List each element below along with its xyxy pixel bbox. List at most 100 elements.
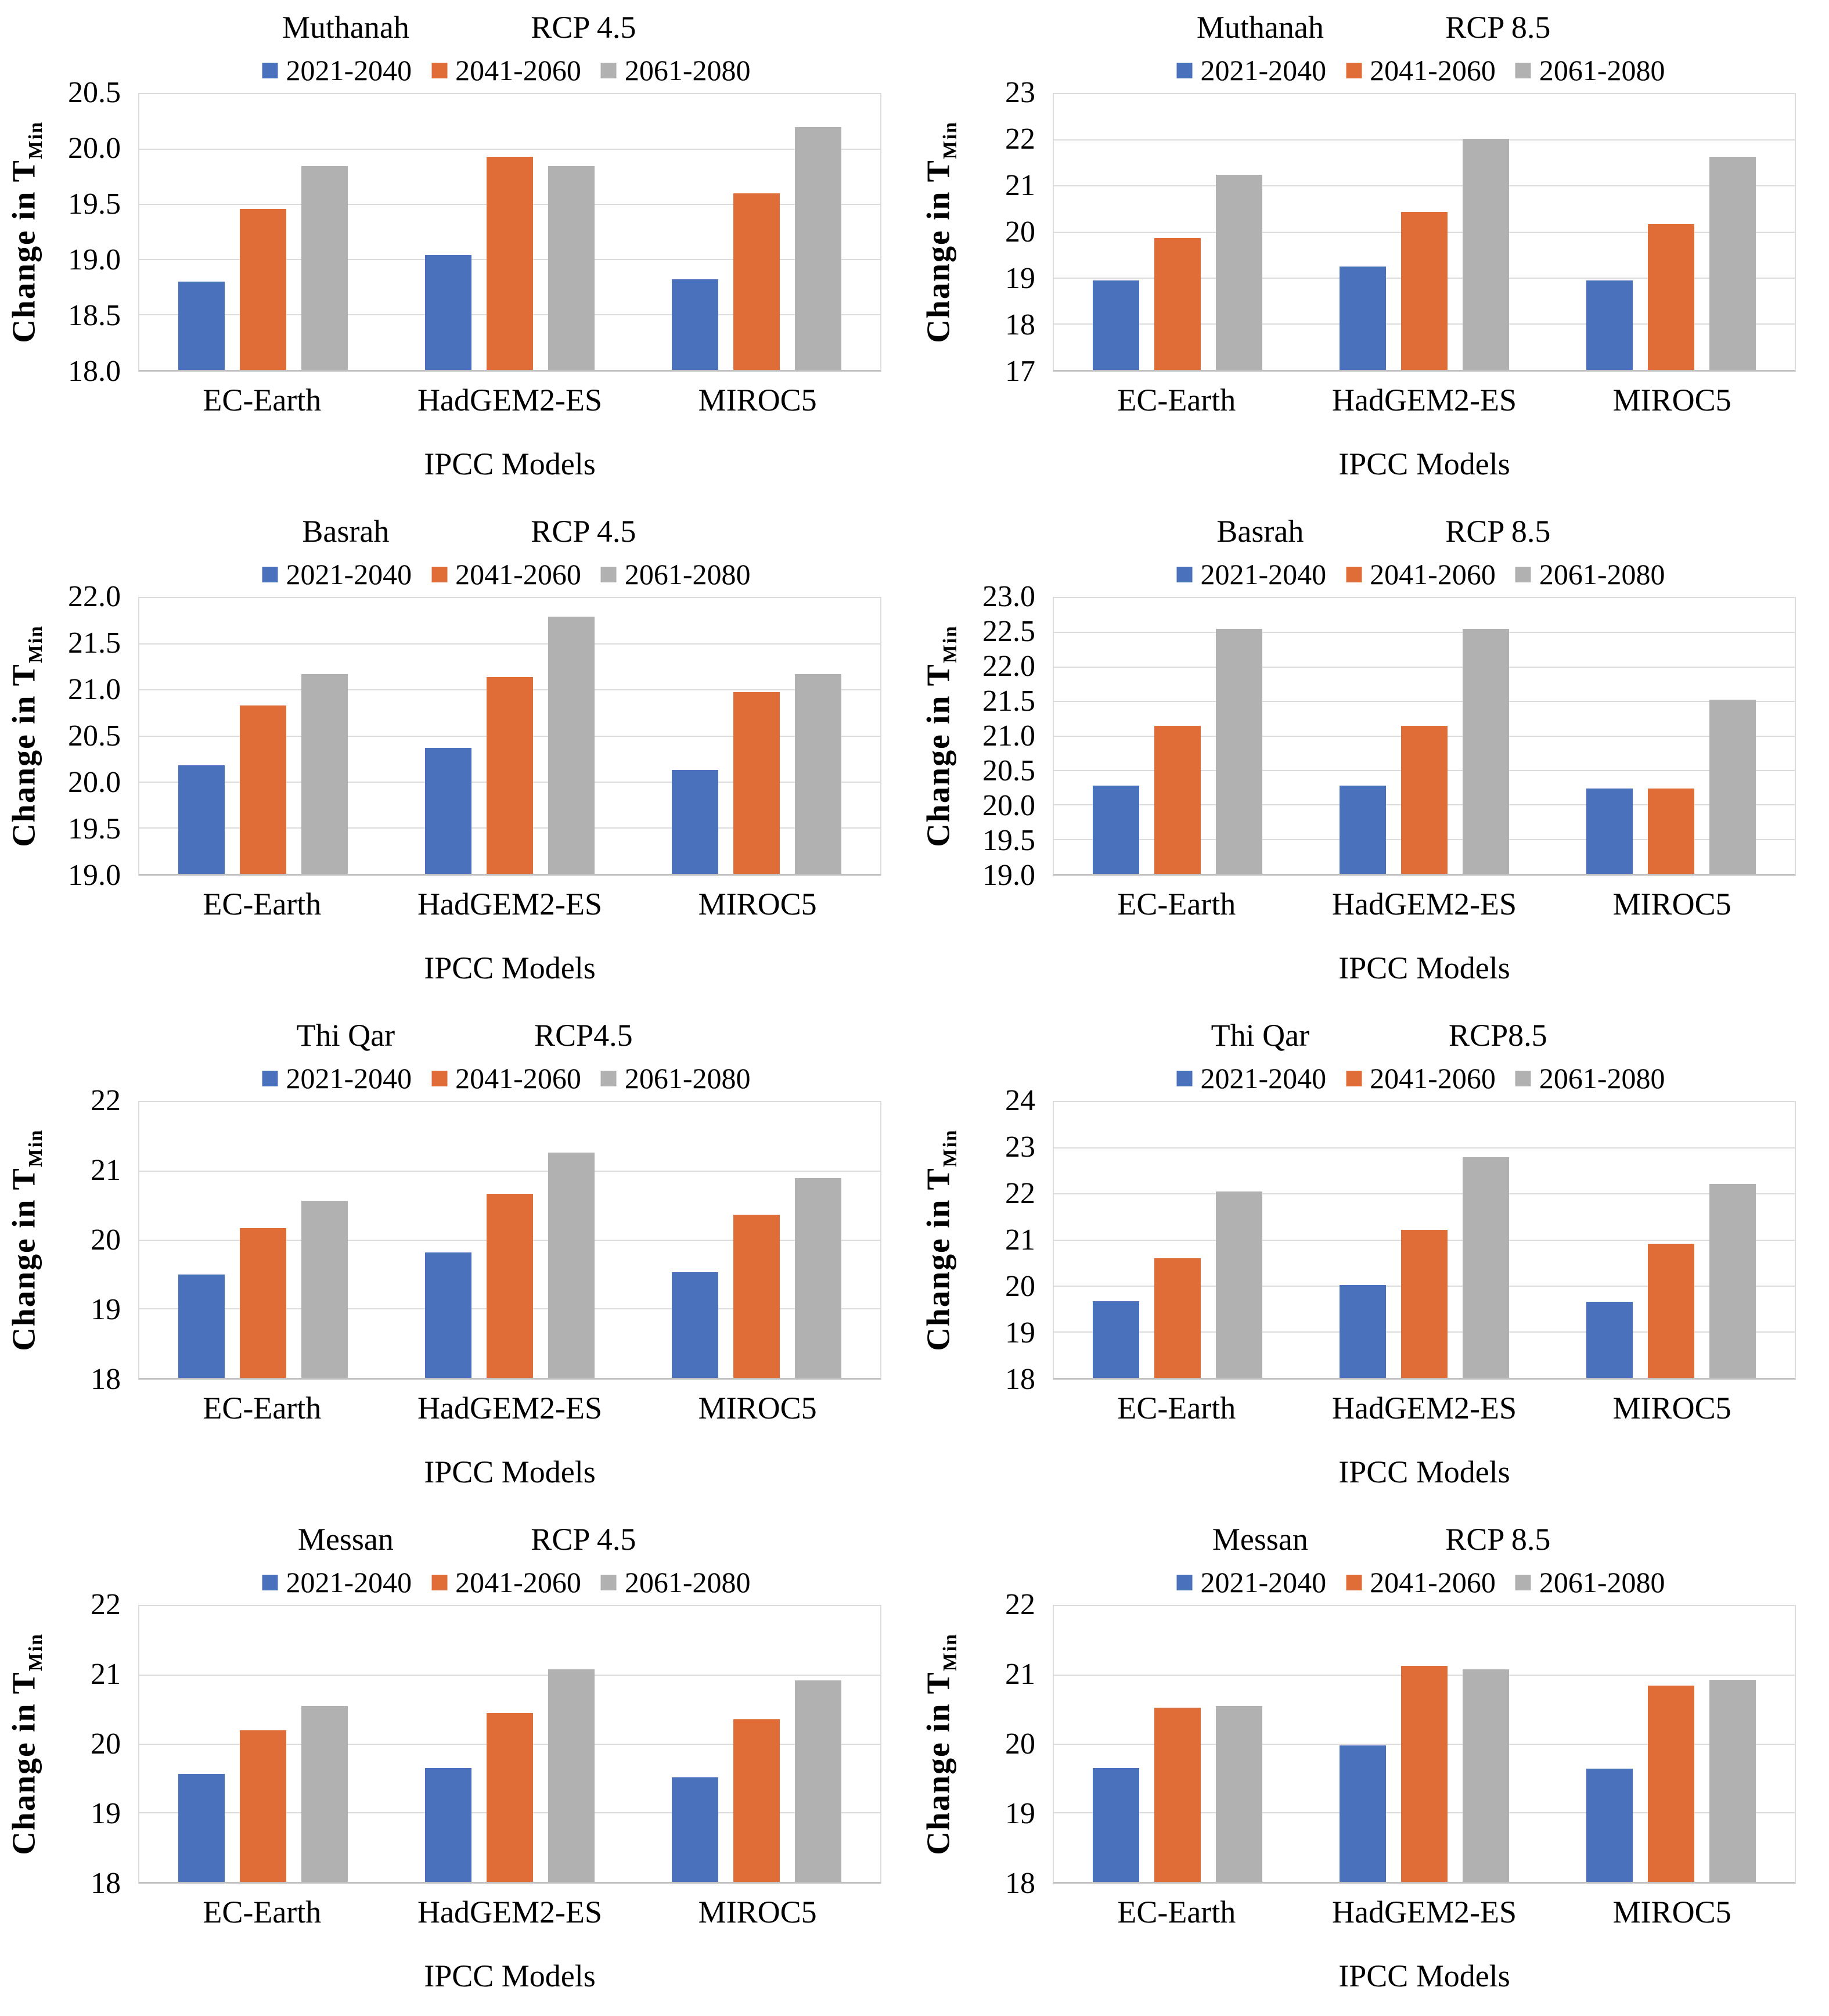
x-tick-label: EC-Earth xyxy=(1117,1895,1236,1929)
bar-2041-2060-HadGEM2-ES xyxy=(1400,1666,1448,1882)
x-tick-label: HadGEM2-ES xyxy=(417,1895,602,1929)
y-tick-label: 20 xyxy=(91,1727,121,1761)
bar-group-MIROC5 xyxy=(1548,598,1795,874)
bar-2061-2080-EC-Earth xyxy=(301,674,348,874)
bar-group-EC-Earth xyxy=(1054,1102,1301,1378)
y-tick-label: 21 xyxy=(91,1154,121,1187)
bar-group-EC-Earth xyxy=(1054,598,1301,874)
bar-2041-2060-EC-Earth xyxy=(239,1730,286,1882)
bar-2061-2080-HadGEM2-ES xyxy=(548,616,595,874)
y-tick-label: 22 xyxy=(91,1588,121,1621)
legend-swatch xyxy=(1176,62,1193,78)
legend-swatch xyxy=(262,62,278,78)
y-axis-ticks: 24 23 22 21 20 19 18 xyxy=(949,1086,1042,1395)
y-tick-label: 21 xyxy=(1005,168,1035,202)
y-tick-label: 19.5 xyxy=(68,812,121,845)
legend-label: 2041-2060 xyxy=(1370,54,1496,87)
legend-item: 2041-2060 xyxy=(1346,53,1496,87)
x-axis-labels: EC-Earth HadGEM2-ES MIROC5 xyxy=(138,1894,881,1930)
legend-label: 2021-2040 xyxy=(1200,558,1327,591)
bar-2061-2080-EC-Earth xyxy=(1215,1191,1262,1378)
bar-group-MIROC5 xyxy=(1548,1102,1795,1378)
legend: 2021-2040 2041-2060 2061-2080 xyxy=(1176,1061,1665,1095)
y-tick-label: 20.0 xyxy=(68,132,121,165)
bar-group-HadGEM2-ES xyxy=(1301,1102,1547,1378)
bar-group-EC-Earth xyxy=(139,598,386,874)
bar-group-EC-Earth xyxy=(1054,1606,1301,1882)
legend-item: 2041-2060 xyxy=(1346,557,1496,591)
x-tick-label: HadGEM2-ES xyxy=(417,1391,602,1425)
chart-title-site: Thi Qar xyxy=(296,1018,395,1053)
x-axis-title: IPCC Models xyxy=(1338,447,1510,481)
bar-2061-2080-EC-Earth xyxy=(301,1200,348,1378)
y-tick-label: 22 xyxy=(1005,1588,1035,1621)
legend: 2021-2040 2041-2060 2061-2080 xyxy=(262,1565,751,1599)
chart-basrah-rcp85: Basrah RCP 8.5 2021-2040 2041-2060 2061-2080… xyxy=(914,504,1829,1008)
x-tick-label: MIROC5 xyxy=(1612,383,1731,417)
y-tick-label: 24 xyxy=(1005,1084,1035,1117)
y-tick-label: 19 xyxy=(91,1797,121,1830)
legend-item: 2061-2080 xyxy=(1515,53,1665,87)
bar-2061-2080-MIROC5 xyxy=(1709,1183,1756,1378)
bar-2061-2080-HadGEM2-ES xyxy=(1462,1157,1509,1378)
legend-swatch xyxy=(431,566,448,582)
gridline xyxy=(139,643,880,645)
legend: 2021-2040 2041-2060 2061-2080 xyxy=(1176,557,1665,591)
chart-title-site: Messan xyxy=(1212,1522,1308,1557)
chart-title-scenario: RCP 4.5 xyxy=(531,10,636,45)
bar-2041-2060-EC-Earth xyxy=(1154,237,1201,370)
chart-title-scenario: RCP 8.5 xyxy=(1445,10,1551,45)
legend-label: 2021-2040 xyxy=(286,1566,412,1599)
legend-label: 2041-2060 xyxy=(1370,558,1496,591)
x-axis-title: IPCC Models xyxy=(424,1959,596,1993)
legend-swatch xyxy=(1176,566,1193,582)
y-tick-label: 19.0 xyxy=(68,859,121,892)
legend-item: 2061-2080 xyxy=(600,53,751,87)
legend-swatch xyxy=(1176,1070,1193,1086)
x-axis-title: IPCC Models xyxy=(424,447,596,481)
plot-area xyxy=(138,597,881,876)
legend-label: 2021-2040 xyxy=(1200,54,1327,87)
bar-2041-2060-MIROC5 xyxy=(1648,1243,1695,1378)
legend-label: 2061-2080 xyxy=(624,54,751,87)
x-tick-label: HadGEM2-ES xyxy=(417,887,602,921)
bar-group-HadGEM2-ES xyxy=(1301,1606,1547,1882)
bar-2021-2040-MIROC5 xyxy=(672,1777,719,1882)
x-tick-label: EC-Earth xyxy=(1117,887,1236,921)
plot-area xyxy=(138,1605,881,1884)
bar-2041-2060-EC-Earth xyxy=(239,208,286,370)
legend-swatch xyxy=(1346,1574,1362,1590)
legend-swatch xyxy=(262,1574,278,1590)
bar-2061-2080-HadGEM2-ES xyxy=(548,1669,595,1882)
bar-2021-2040-HadGEM2-ES xyxy=(424,1768,471,1882)
y-tick-label: 19 xyxy=(91,1293,121,1326)
x-axis-labels: EC-Earth HadGEM2-ES MIROC5 xyxy=(138,382,881,418)
plot-area xyxy=(1053,1101,1796,1380)
legend-item: 2061-2080 xyxy=(1515,1565,1665,1599)
gridline xyxy=(1054,139,1795,141)
y-tick-label: 22.0 xyxy=(68,580,121,613)
bar-2061-2080-MIROC5 xyxy=(795,674,842,874)
bar-2021-2040-MIROC5 xyxy=(672,279,719,370)
legend-swatch xyxy=(1515,1574,1531,1590)
bar-2061-2080-MIROC5 xyxy=(795,127,842,370)
x-axis-labels: EC-Earth HadGEM2-ES MIROC5 xyxy=(138,1390,881,1426)
x-tick-label: HadGEM2-ES xyxy=(1332,1895,1517,1929)
x-tick-label: HadGEM2-ES xyxy=(1332,383,1517,417)
y-tick-label: 19.5 xyxy=(982,824,1035,857)
legend-item: 2061-2080 xyxy=(600,1565,751,1599)
legend-item: 2021-2040 xyxy=(1176,1565,1326,1599)
chart-messan-rcp45: Messan RCP 4.5 2021-2040 2041-2060 2061-2080… xyxy=(0,1512,914,2016)
y-axis-ticks: 20.5 20.0 19.5 19.0 18.5 18.0 xyxy=(35,78,128,387)
gridline xyxy=(1054,1147,1795,1149)
y-tick-label: 19 xyxy=(1005,1797,1035,1830)
plot-area xyxy=(1053,93,1796,372)
x-tick-label: EC-Earth xyxy=(1117,1391,1236,1425)
bar-2021-2040-MIROC5 xyxy=(1586,280,1633,370)
legend-label: 2061-2080 xyxy=(1539,1062,1665,1095)
x-tick-label: EC-Earth xyxy=(203,887,322,921)
y-tick-label: 21 xyxy=(1005,1658,1035,1691)
legend-label: 2061-2080 xyxy=(624,1566,751,1599)
x-tick-label: HadGEM2-ES xyxy=(1332,1391,1517,1425)
x-tick-label: MIROC5 xyxy=(698,887,817,921)
